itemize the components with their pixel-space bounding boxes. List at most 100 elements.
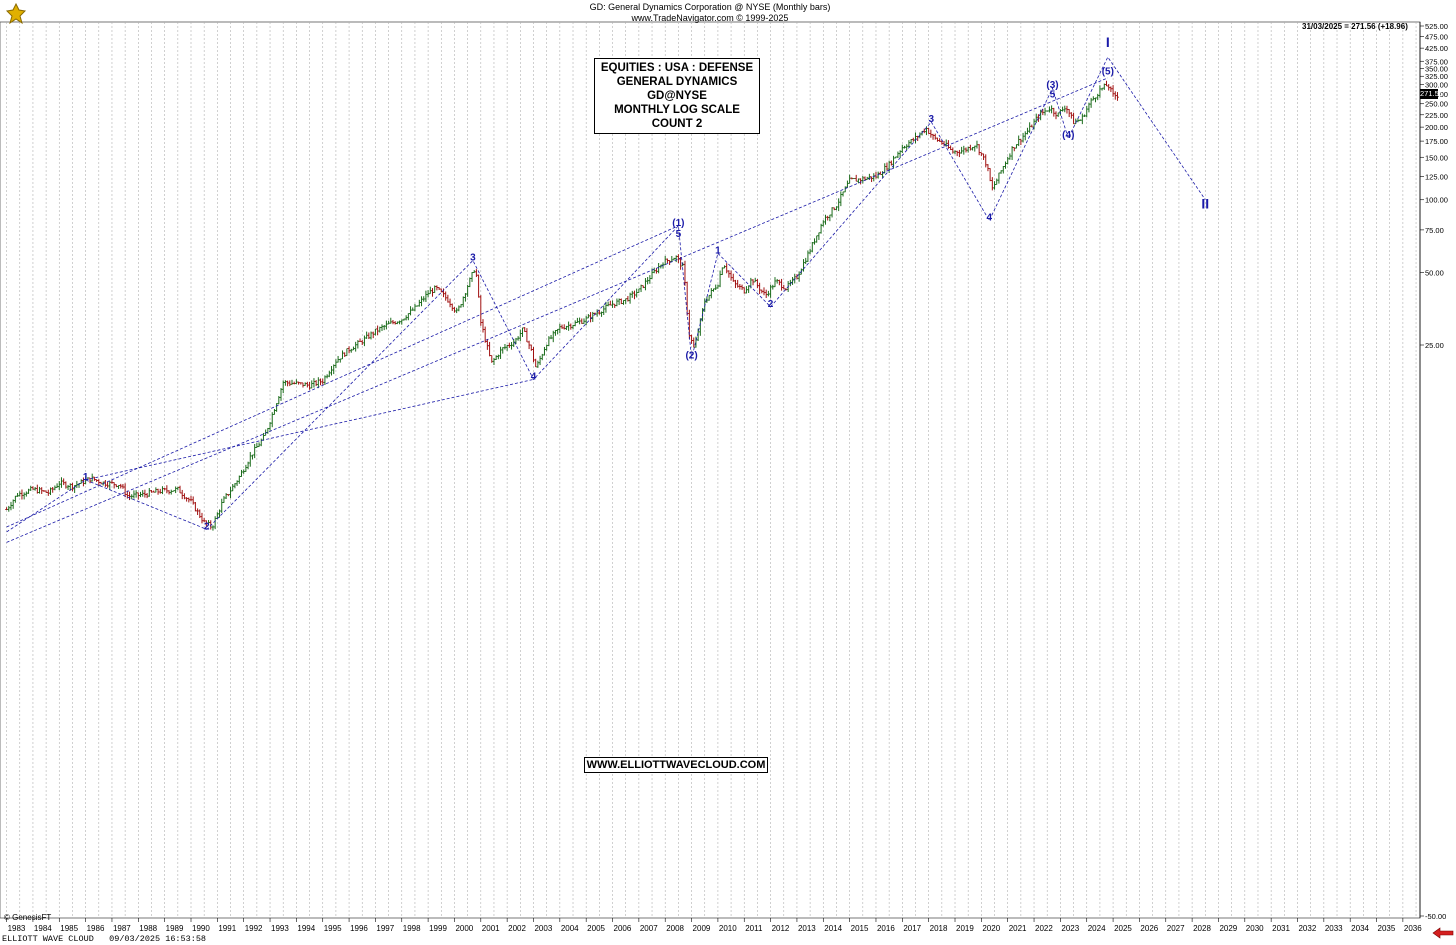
x-tick-label: 1997: [376, 924, 394, 933]
x-tick-label: 2007: [640, 924, 658, 933]
x-tick-label: 2036: [1404, 924, 1422, 933]
wave-label: (5): [1102, 67, 1114, 78]
y-tick-label: 425.00: [1425, 44, 1448, 53]
wave-label: I: [1106, 34, 1110, 50]
wave-label: 3: [929, 114, 935, 125]
y-tick-label: 200.00: [1425, 123, 1448, 132]
x-tick-label: 2024: [1088, 924, 1106, 933]
x-tick-label: 1989: [166, 924, 184, 933]
y-tick-label: 75.00: [1425, 226, 1444, 235]
scroll-left-arrow-icon[interactable]: [1432, 926, 1454, 939]
y-tick-label: 225.00: [1425, 111, 1448, 120]
x-tick-label: 2016: [877, 924, 895, 933]
x-tick-label: 2004: [561, 924, 579, 933]
wave-label: 1: [715, 245, 721, 256]
y-tick-label: 525.00: [1425, 22, 1448, 31]
x-tick-label: 1999: [429, 924, 447, 933]
website-label: WWW.ELLIOTTWAVECLOUD.COM: [584, 757, 768, 773]
info-line-ticker: GD@NYSE: [647, 90, 707, 102]
wave-label: 4: [986, 213, 992, 224]
x-tick-label: 2001: [482, 924, 500, 933]
x-tick-label: 2029: [1219, 924, 1237, 933]
x-tick-label: 2028: [1193, 924, 1211, 933]
x-tick-label: 2027: [1167, 924, 1185, 933]
x-tick-label: 2015: [851, 924, 869, 933]
x-tick-label: 1988: [139, 924, 157, 933]
wave-label: 5: [1050, 90, 1056, 101]
wave-label: II: [1201, 195, 1209, 211]
trend-channel-line: [6, 225, 679, 528]
x-tick-label: 2013: [798, 924, 816, 933]
x-tick-label: 2014: [824, 924, 842, 933]
x-tick-label: 2031: [1272, 924, 1290, 933]
tradenavigator-logo: [4, 2, 28, 26]
x-tick-label: 2021: [1009, 924, 1027, 933]
y-tick-label: 375.00: [1425, 57, 1448, 66]
x-tick-label: 2018: [930, 924, 948, 933]
x-tick-label: 1992: [245, 924, 263, 933]
y-tick-label: 50.00: [1425, 268, 1444, 277]
x-tick-label: 2030: [1246, 924, 1264, 933]
y-tick-label: 150.00: [1425, 153, 1448, 162]
y-tick-label: 300.00: [1425, 81, 1448, 90]
x-tick-label: 1986: [87, 924, 105, 933]
info-line-company: GENERAL DYNAMICS: [616, 76, 738, 88]
x-tick-label: 2020: [982, 924, 1000, 933]
wave-label: (4): [1062, 130, 1074, 141]
info-line-count: COUNT 2: [651, 118, 703, 130]
wave-count-line: [6, 56, 1206, 533]
x-tick-label: 2025: [1114, 924, 1132, 933]
x-tick-label: 2010: [719, 924, 737, 933]
x-tick-label: 2003: [534, 924, 552, 933]
x-tick-label: 2035: [1378, 924, 1396, 933]
x-tick-label: 1985: [60, 924, 78, 933]
info-line-scale: MONTHLY LOG SCALE: [614, 104, 740, 116]
x-tick-label: 1990: [192, 924, 210, 933]
x-tick-label: 2011: [745, 924, 763, 933]
plot-frame: [0, 21, 1421, 919]
y-tick-label: 100.00: [1425, 196, 1448, 205]
x-tick-label: 2008: [666, 924, 684, 933]
x-tick-label: 2005: [587, 924, 605, 933]
x-tick-label: 1984: [34, 924, 52, 933]
x-tick-label: 2019: [956, 924, 974, 933]
trend-channel-line: [6, 77, 1108, 543]
x-tick-label: 2026: [1140, 924, 1158, 933]
wave-label: 3: [470, 252, 476, 263]
x-tick-label: 2017: [903, 924, 921, 933]
x-tick-label: 1995: [324, 924, 342, 933]
y-tick-label: 250.00: [1425, 100, 1448, 109]
wave-label: (2): [685, 350, 697, 361]
x-tick-label: 1991: [218, 924, 236, 933]
last-price-label: 31/03/2025 = 271.56 (+18.96): [1302, 22, 1408, 31]
chart-subtitle: www.TradeNavigator.com © 1999-2025: [631, 13, 789, 23]
wave-label: (3): [1046, 80, 1058, 91]
wave-label: 2: [768, 299, 774, 310]
genesis-credit: © GenesisFT: [4, 913, 52, 922]
x-tick-label: 1998: [403, 924, 421, 933]
chart-title: GD: General Dynamics Corporation @ NYSE …: [589, 2, 831, 12]
y-tick-label: 125.00: [1425, 172, 1448, 181]
x-tick-label: 1994: [297, 924, 315, 933]
x-tick-label: 1996: [350, 924, 368, 933]
footer-text: ELLIOTT WAVE CLOUD 09/03/2025 16:53:58: [2, 934, 207, 944]
x-tick-label: 2032: [1298, 924, 1316, 933]
x-tick-label: 2033: [1325, 924, 1343, 933]
y-tick-label: -50.00: [1425, 912, 1446, 921]
x-tick-label: 2009: [693, 924, 711, 933]
x-tick-label: 2034: [1351, 924, 1369, 933]
x-tick-label: 2006: [614, 924, 632, 933]
y-tick-label: 475.00: [1425, 32, 1448, 41]
wave-label: 5: [676, 229, 682, 240]
y-tick-label: 325.00: [1425, 72, 1448, 81]
wave-label: 2: [204, 521, 210, 532]
x-tick-label: 2002: [508, 924, 526, 933]
wave-label: 1: [83, 472, 89, 483]
y-tick-label: 25.00: [1425, 341, 1444, 350]
x-tick-label: 1987: [113, 924, 131, 933]
x-tick-label: 2023: [1061, 924, 1079, 933]
x-tick-label: 1983: [8, 924, 26, 933]
wave-label: (1): [672, 218, 684, 229]
y-tick-label: 350.00: [1425, 64, 1448, 73]
